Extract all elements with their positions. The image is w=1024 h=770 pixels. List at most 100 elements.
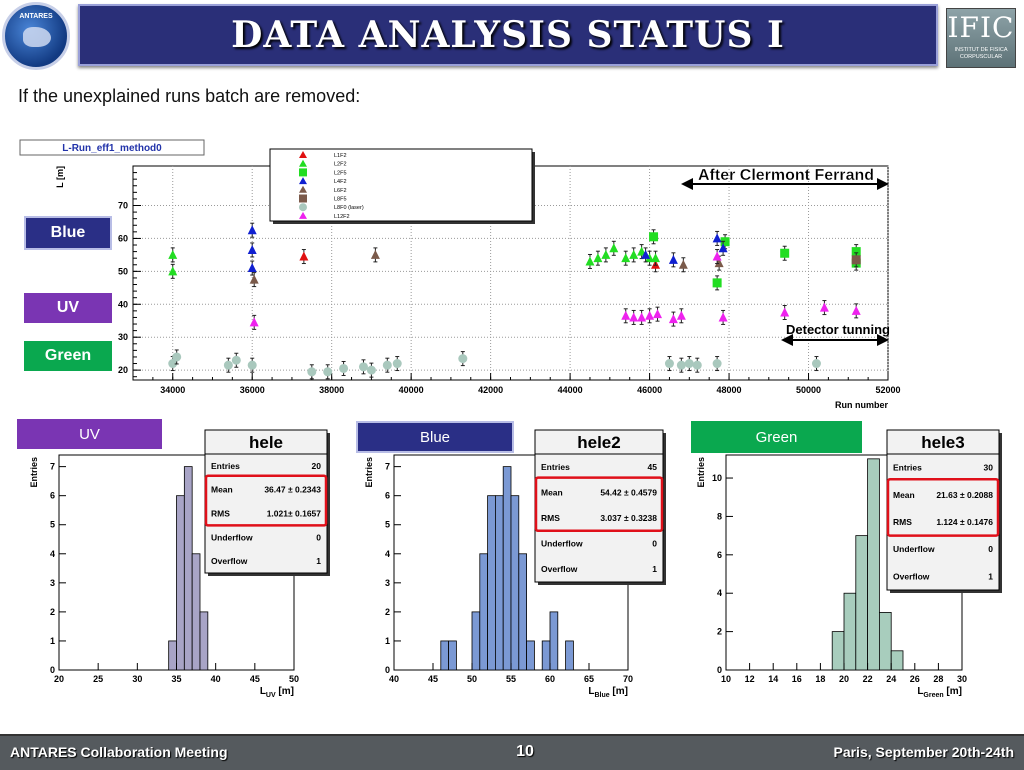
hist-hele-stat-entries-value: 20 [312, 461, 322, 471]
scatter-point-l8f0-laser- [339, 360, 349, 376]
hist-hele-xtick-label: 35 [171, 674, 181, 684]
hist-hele3-ylabel: Entries [696, 457, 706, 488]
green-hist-tag: Green [691, 421, 862, 453]
hist-hele2-title: hele2 [577, 433, 620, 452]
hist-hele2-xtick-label: 60 [545, 674, 555, 684]
hist-hele-bar [183, 466, 193, 671]
scatter-point-l8f0-laser- [358, 359, 368, 375]
scatter-point-l6f2 [249, 272, 259, 288]
scatter-point-l12f2 [637, 309, 647, 325]
hist-hele2-xtick-label: 70 [623, 674, 633, 684]
hist-hele3-stat-rms-value: 1.124 ± 0.1476 [936, 517, 993, 527]
hist-hele2-ytick-label: 3 [385, 578, 390, 588]
hist-hele2-bar [526, 640, 535, 671]
annotation-after-clermont: After Clermont Ferrand [698, 167, 874, 184]
point-shape [323, 367, 333, 377]
scatter-point-l8f0-laser- [458, 351, 468, 367]
scatter-xtick-label: 48000 [717, 385, 742, 395]
legend-entry: L12F2 [334, 214, 350, 220]
scatter-point-l8f0-laser- [392, 356, 402, 372]
point-shape [307, 367, 317, 377]
scatter-ytick-label: 70 [118, 201, 128, 211]
hist-hele2-bar [510, 495, 520, 671]
point-shape [168, 359, 178, 369]
scatter-point-l6f2 [678, 257, 688, 273]
hist-hele-xtick-label: 30 [132, 674, 142, 684]
point-shape [811, 359, 821, 369]
point-shape [718, 243, 728, 253]
arrow-head-right [877, 334, 889, 346]
hist-hele2-xtick-label: 45 [428, 674, 438, 684]
hist-hele-bar [191, 553, 201, 671]
scatter-point-l8f0-laser- [247, 357, 257, 373]
scatter-point-l2f2 [168, 247, 178, 263]
scatter-point-l2f2 [609, 240, 619, 256]
legend-marker [299, 211, 307, 219]
scatter-point-l12f2 [249, 314, 259, 330]
hist-hele-stat-rms: RMS [211, 509, 230, 519]
point-shape [851, 305, 861, 315]
hist-hele3-ytick-label: 8 [717, 511, 722, 521]
hist-hele3-stat-overflow: Overflow [893, 571, 930, 581]
scatter-point-l2f5 [712, 275, 722, 291]
hist-hele-ytick-label: 1 [50, 636, 55, 646]
hist-hele-stat-overflow: Overflow [211, 556, 248, 566]
hist-hele3-title: hele3 [921, 433, 964, 452]
hist-hele3-stat-overflow-value: 1 [988, 571, 993, 581]
legend-entry: L8F0 (laser) [334, 205, 364, 211]
point-shape [366, 365, 376, 375]
hist-hele3-ytick-label: 2 [717, 627, 722, 637]
scatter-point-l4f2 [718, 240, 728, 256]
scatter-point-l6f2 [370, 247, 380, 263]
hist-hele3-bar [843, 592, 857, 671]
point-shape [653, 309, 663, 319]
hist-hele3-xlabel: LGreen [m] [917, 686, 962, 699]
hist-hele-stat-mean-value: 36.47 ± 0.2343 [264, 485, 321, 495]
point-shape [601, 249, 611, 259]
hist-hele2-bar [549, 611, 559, 671]
annotation-detector-tunning: Detector tunning [786, 322, 890, 337]
footer-meeting: ANTARES Collaboration Meeting [10, 744, 228, 760]
hist-hele3-bar [867, 458, 880, 671]
hist-hele-xtick-label: 40 [211, 674, 221, 684]
hist-hele3-ytick-label: 4 [717, 588, 722, 598]
hist-hele-xtick-label: 25 [93, 674, 103, 684]
legend-entry: L4F2 [334, 179, 347, 185]
point-shape [637, 312, 647, 322]
clermont-arrow [681, 178, 889, 190]
point-shape [651, 253, 661, 263]
hist-hele-stat-underflow-value: 0 [316, 532, 321, 542]
scatter-xtick-label: 40000 [399, 385, 424, 395]
hist-hele3-bar [831, 631, 845, 671]
scatter-point-l8f0-laser- [811, 356, 821, 372]
hist-hele3-xtick-label: 22 [863, 674, 873, 684]
hist-hele2-stat-entries-value: 45 [648, 462, 658, 472]
hist-hele-ytick-label: 3 [50, 578, 55, 588]
hist-hele-ytick-label: 5 [50, 520, 55, 530]
scatter-point-l12f2 [653, 306, 663, 322]
hist-hele2-ytick-label: 5 [385, 520, 390, 530]
hist-hele3-bar [855, 535, 868, 671]
uv-tag: UV [24, 293, 112, 323]
point-shape [819, 302, 829, 312]
hist-hele-xtick-label: 45 [250, 674, 260, 684]
point-shape [370, 249, 380, 259]
point-shape [676, 310, 686, 320]
hist-hele2-ytick-label: 1 [385, 636, 390, 646]
legend-marker [299, 177, 307, 185]
scatter-xtick-label: 38000 [319, 385, 344, 395]
point-shape [692, 360, 702, 370]
ific-logo-subtext: INSTITUT DE FISICA CORPUSCULAR [954, 47, 1008, 60]
hist-hele3-ytick-label: 6 [717, 550, 722, 560]
hist-hele2-bar [494, 495, 504, 671]
hist-hele3-stat-entries: Entries [893, 463, 922, 473]
legend-marker [299, 151, 307, 158]
scatter-point-l8f5 [851, 252, 861, 268]
scatter-point-l1f2 [299, 249, 309, 265]
hist-hele-ylabel: Entries [29, 457, 39, 488]
point-shape [458, 354, 468, 364]
scatter-point-l8f0-laser- [172, 349, 182, 365]
scatter-point-l2f2 [621, 250, 631, 266]
hist-hele2-bar [518, 553, 527, 671]
